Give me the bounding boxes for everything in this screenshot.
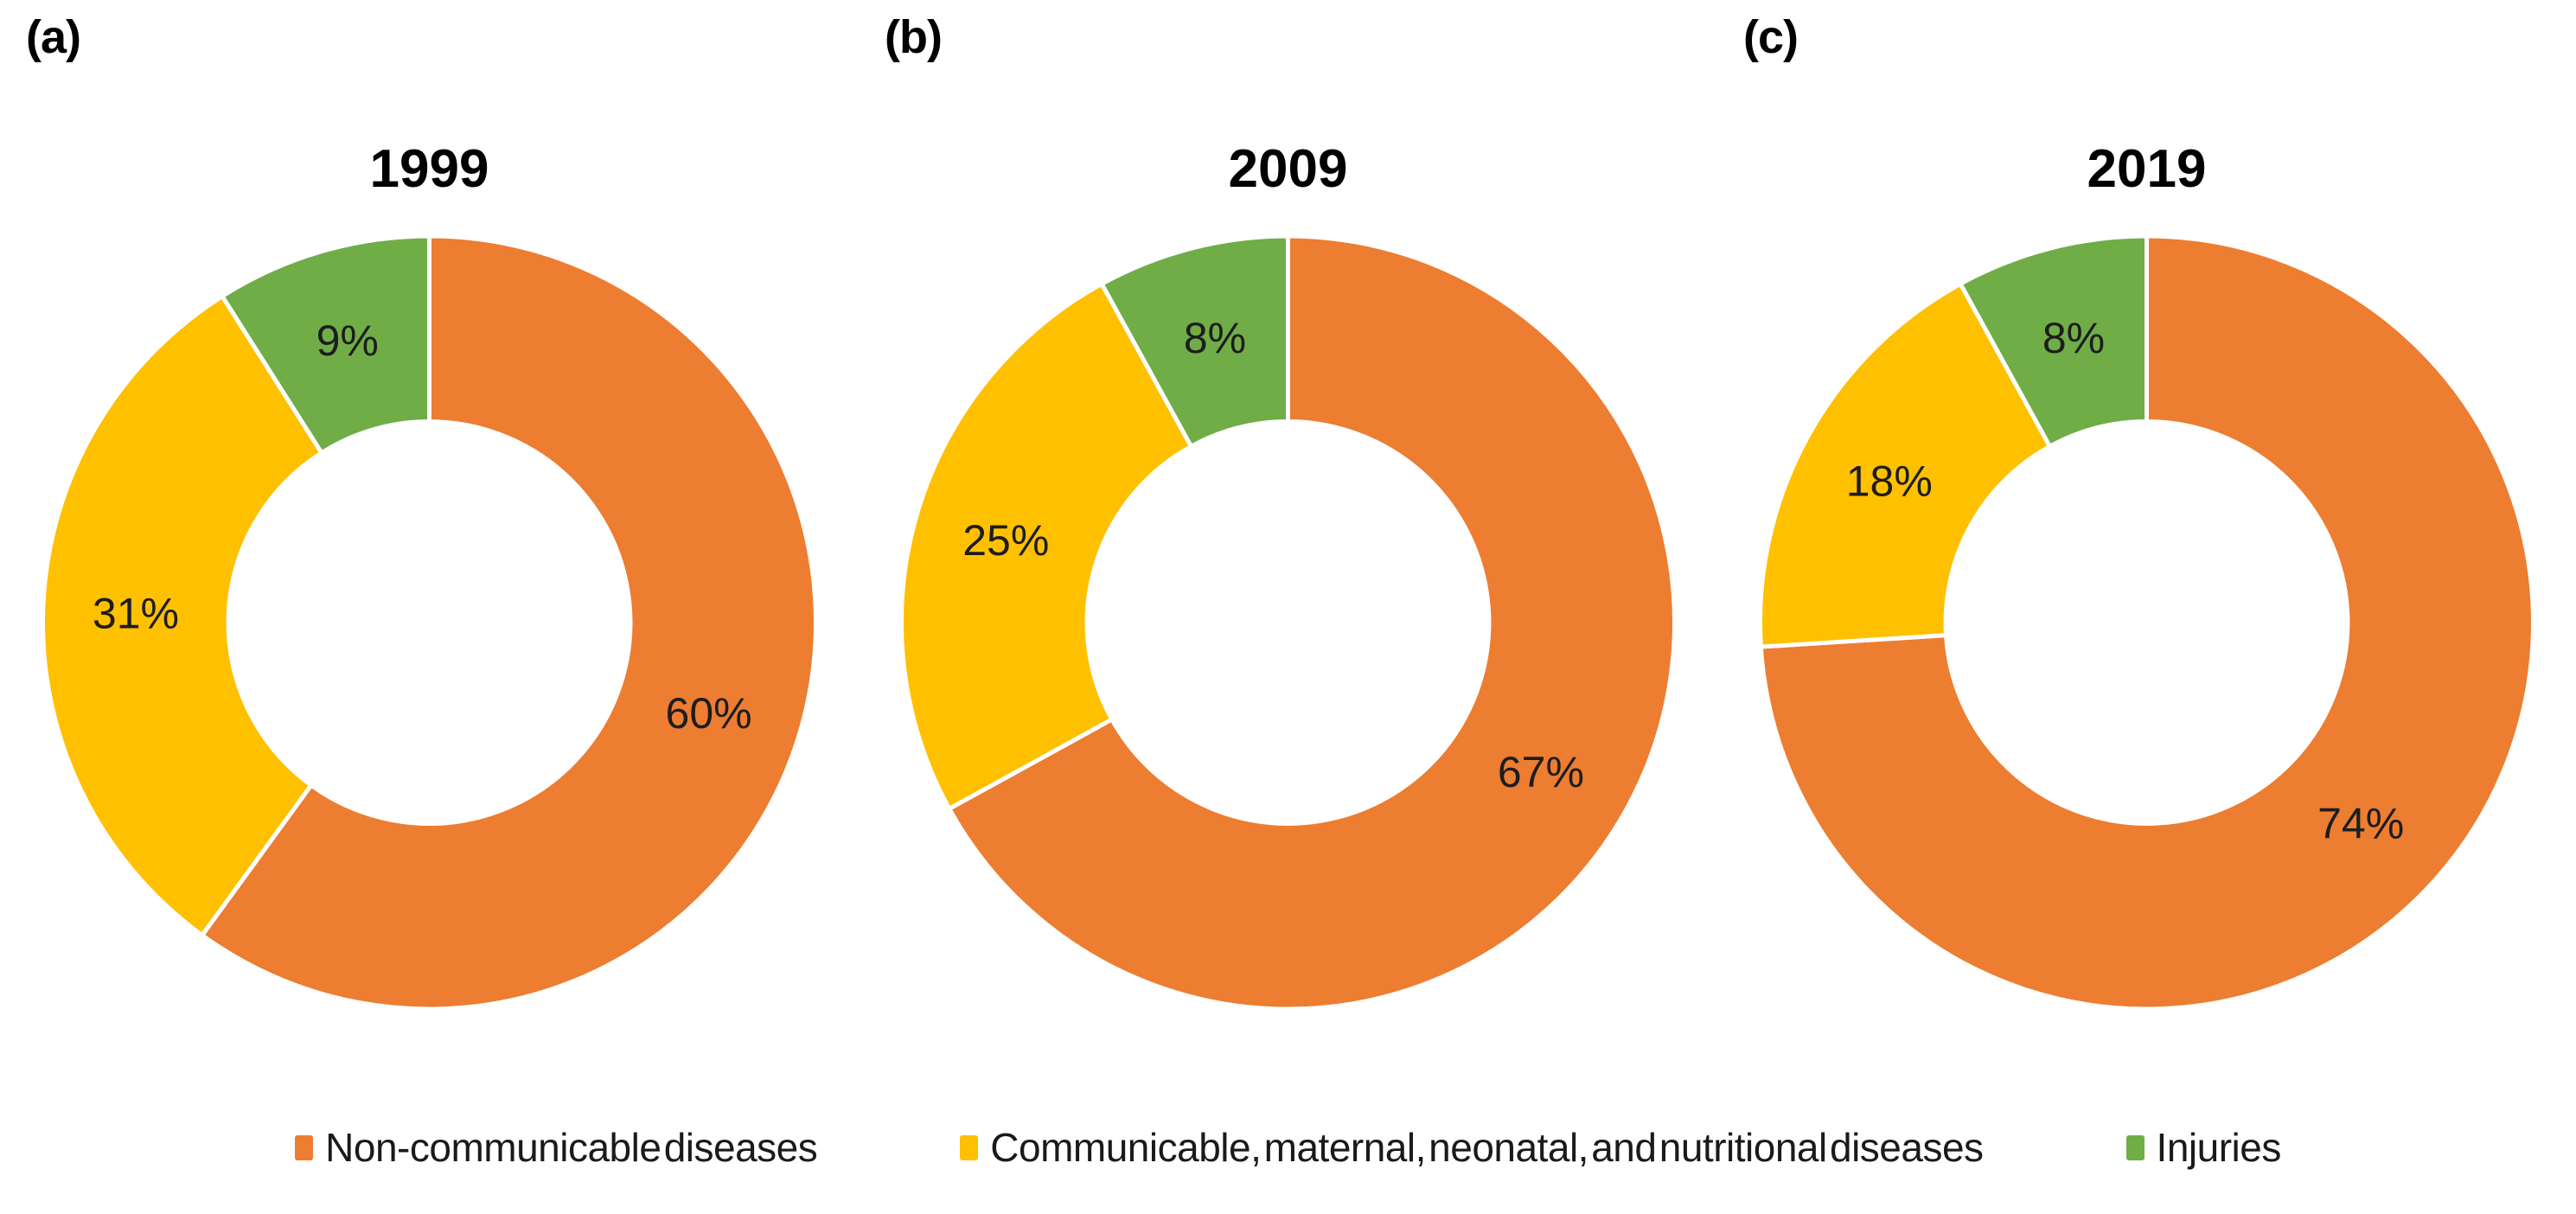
segment-injuries — [1099, 233, 1290, 449]
chart-title-2019: 2019 — [2087, 139, 2207, 199]
segment-communicable-diseases — [41, 294, 324, 938]
legend-marker-orange-square — [295, 1134, 314, 1160]
legend: Non-communicable diseases Communicable, … — [0, 1124, 2576, 1171]
donut-chart-2009: 67% 25% 8% — [899, 233, 1677, 1012]
legend-label: Injuries — [2156, 1125, 2282, 1170]
segment-noncommunicable-diseases — [1758, 233, 2535, 1012]
panel-b: (b) 2009 67% 25% 8% — [859, 0, 1717, 1115]
legend-label: Non-communicable diseases — [325, 1125, 818, 1170]
legend-item-injuries: Injuries — [2125, 1124, 2282, 1171]
data-label-noncommunicable-diseases: 74% — [2317, 800, 2404, 848]
donut-chart-1999: 60% 31% 9% — [41, 233, 818, 1012]
segment-communicable-diseases — [899, 281, 1194, 811]
legend-label: Communicable, maternal, neonatal, and nu… — [990, 1125, 1984, 1170]
legend-item-noncommunicable: Non-communicable diseases — [295, 1124, 818, 1171]
panel-label-b: (b) — [885, 11, 943, 63]
panel-label-a: (a) — [26, 11, 81, 63]
segment-injuries — [1958, 233, 2149, 449]
panel-c: (c) 2019 74% 18% 8% — [1717, 0, 2576, 1115]
donut-chart-2019: 74% 18% 8% — [1758, 233, 2535, 1012]
segment-noncommunicable-diseases — [947, 233, 1677, 1012]
data-label-communicable-diseases: 31% — [93, 589, 179, 637]
data-label-communicable-diseases: 18% — [1846, 457, 1933, 505]
panel-label-c: (c) — [1743, 11, 1799, 63]
chart-title-1999: 1999 — [369, 139, 489, 199]
legend-marker-green-square — [2125, 1134, 2145, 1160]
data-label-communicable-diseases: 25% — [962, 516, 1049, 565]
data-label-noncommunicable-diseases: 67% — [1498, 748, 1584, 796]
data-label-injuries: 8% — [2042, 314, 2105, 362]
segment-injuries — [220, 233, 431, 456]
legend-item-communicable: Communicable, maternal, neonatal, and nu… — [960, 1124, 1984, 1171]
segment-communicable-diseases — [1758, 281, 2053, 649]
panel-a: (a) 1999 60% 31% 9% — [0, 0, 859, 1115]
segment-noncommunicable-diseases — [200, 233, 818, 1012]
legend-marker-yellow-square — [960, 1134, 979, 1160]
chart-title-2009: 2009 — [1228, 139, 1348, 199]
data-label-noncommunicable-diseases: 60% — [666, 689, 752, 738]
data-label-injuries: 9% — [316, 316, 379, 365]
data-label-injuries: 8% — [1184, 314, 1246, 362]
